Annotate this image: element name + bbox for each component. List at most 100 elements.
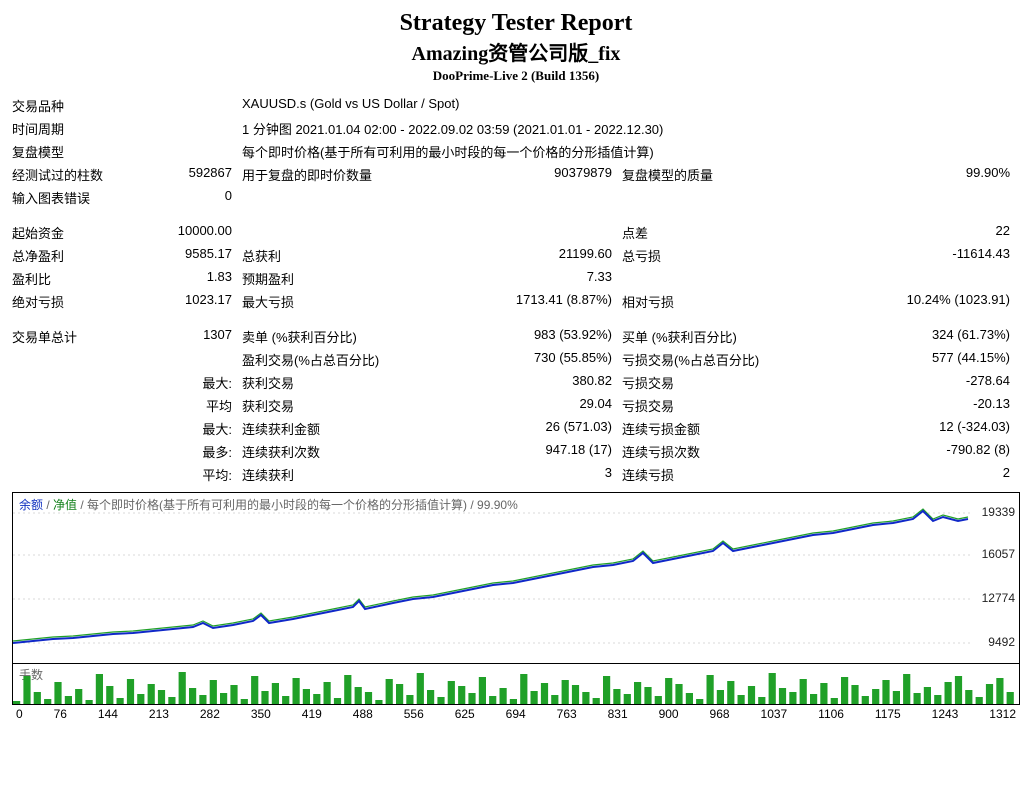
lots-chart-svg [13,664,1017,704]
avg-l-value: -20.13 [782,394,1020,417]
maxcons-l-label: 连续亏损金额 [622,417,782,440]
model-value: 每个即时价格(基于所有可利用的最小时段的每一个价格的分形插值计算) [242,140,1020,163]
avgcons-l-label: 连续亏损 [622,463,782,486]
bars-label: 经测试过的柱数 [12,163,132,186]
x-tick: 625 [455,707,475,721]
x-tick: 1312 [989,707,1016,721]
pf-value: 1.83 [132,267,242,290]
absdd-value: 1023.17 [132,290,242,313]
x-tick: 144 [98,707,118,721]
avgcons-w-label: 连续获利 [242,463,422,486]
x-tick: 350 [251,707,271,721]
x-tick: 0 [16,707,23,721]
x-tick: 831 [608,707,628,721]
spread-label: 点差 [622,221,782,244]
grossp-label: 总获利 [242,244,422,267]
avgcons-l-value: 2 [782,463,1020,486]
grossl-label: 总亏损 [622,244,782,267]
period-label: 时间周期 [12,117,132,140]
x-tick: 488 [353,707,373,721]
chart-x-axis: 0 76 144 213 282 350 419 488 556 625 694 763 831 900 9… [12,705,1020,721]
ticks-label: 用于复盘的即时价数量 [242,163,422,186]
largest-p-label: 获利交易 [242,371,422,394]
mostcons-l-value: -790.82 (8) [782,440,1020,463]
x-tick: 419 [302,707,322,721]
totaltr-value: 1307 [132,325,242,348]
quality-value: 99.90% [782,163,1020,186]
losstr-value: 577 (44.15%) [782,348,1020,371]
quality-label: 复盘模型的质量 [622,163,782,186]
avg-label: 平均 [132,394,242,417]
model-label: 复盘模型 [12,140,132,163]
reldd-value: 10.24% (1023.91) [782,290,1020,313]
pf-label: 盈利比 [12,267,132,290]
x-tick: 763 [557,707,577,721]
largest-p-value: 380.82 [422,371,622,394]
x-tick: 900 [659,707,679,721]
charterr-label: 输入图表错误 [12,186,132,209]
y-tick: 19339 [982,505,1015,519]
maxcons-l-value: 12 (-324.03) [782,417,1020,440]
losstr-label: 亏损交易(%占总百分比) [622,348,782,371]
maxdd-value: 1713.41 (8.87%) [422,290,622,313]
lots-chart: 手数 [12,664,1020,705]
x-tick: 968 [710,707,730,721]
symbol-label: 交易品种 [12,94,132,117]
mostcons-label: 最多: [132,440,242,463]
maxcons-w-value: 26 (571.03) [422,417,622,440]
x-tick: 282 [200,707,220,721]
proftr-value: 730 (55.85%) [422,348,622,371]
avg-p-label: 获利交易 [242,394,422,417]
x-tick: 1037 [761,707,788,721]
exp-label: 预期盈利 [242,267,422,290]
y-tick: 16057 [982,547,1015,561]
y-tick: 12774 [982,591,1015,605]
largest-l-label: 亏损交易 [622,371,782,394]
x-tick: 694 [506,707,526,721]
charterr-value: 0 [132,186,242,209]
y-tick: 9492 [988,635,1015,649]
avgcons-w-value: 3 [422,463,622,486]
x-tick: 556 [404,707,424,721]
maxcons-label: 最大: [132,417,242,440]
maxcons-w-label: 连续获利金额 [242,417,422,440]
mostcons-w-label: 连续获利次数 [242,440,422,463]
mostcons-l-label: 连续亏损次数 [622,440,782,463]
x-tick: 1243 [932,707,959,721]
symbol-value: XAUUSD.s (Gold vs US Dollar / Spot) [242,94,1020,117]
maxdd-label: 最大亏损 [242,290,422,313]
spread-value: 22 [782,221,1020,244]
exp-value: 7.33 [422,267,622,290]
mostcons-w-value: 947.18 (17) [422,440,622,463]
report-title: Strategy Tester Report [12,10,1020,37]
totaltr-label: 交易单总计 [12,325,132,348]
avg-p-value: 29.04 [422,394,622,417]
net-label: 总净盈利 [12,244,132,267]
x-tick: 76 [54,707,67,721]
long-label: 买单 (%获利百分比) [622,325,782,348]
short-value: 983 (53.92%) [422,325,622,348]
balance-chart: 余额 / 净值 / 每个即时价格(基于所有可利用的最小时段的每一个价格的分形插值… [12,492,1020,664]
stats-table: 交易品种 XAUUSD.s (Gold vs US Dollar / Spot)… [12,94,1020,486]
short-label: 卖单 (%获利百分比) [242,325,422,348]
net-value: 9585.17 [132,244,242,267]
reldd-label: 相对亏损 [622,290,782,313]
report-server: DooPrime-Live 2 (Build 1356) [12,68,1020,84]
x-tick: 213 [149,707,169,721]
ticks-value: 90379879 [422,163,622,186]
initdep-label: 起始资金 [12,221,132,244]
x-tick: 1106 [818,707,844,721]
avgcons-label: 平均: [132,463,242,486]
long-value: 324 (61.73%) [782,325,1020,348]
largest-l-value: -278.64 [782,371,1020,394]
period-value: 1 分钟图 2021.01.04 02:00 - 2022.09.02 03:5… [242,117,1020,140]
grossl-value: -11614.43 [782,244,1020,267]
largest-label: 最大: [132,371,242,394]
grossp-value: 21199.60 [422,244,622,267]
balance-chart-svg [13,493,973,663]
absdd-label: 绝对亏损 [12,290,132,313]
bars-value: 592867 [132,163,242,186]
proftr-label: 盈利交易(%占总百分比) [242,348,422,371]
report-subtitle: Amazing资管公司版_fix [12,37,1020,66]
x-tick: 1175 [875,707,901,721]
